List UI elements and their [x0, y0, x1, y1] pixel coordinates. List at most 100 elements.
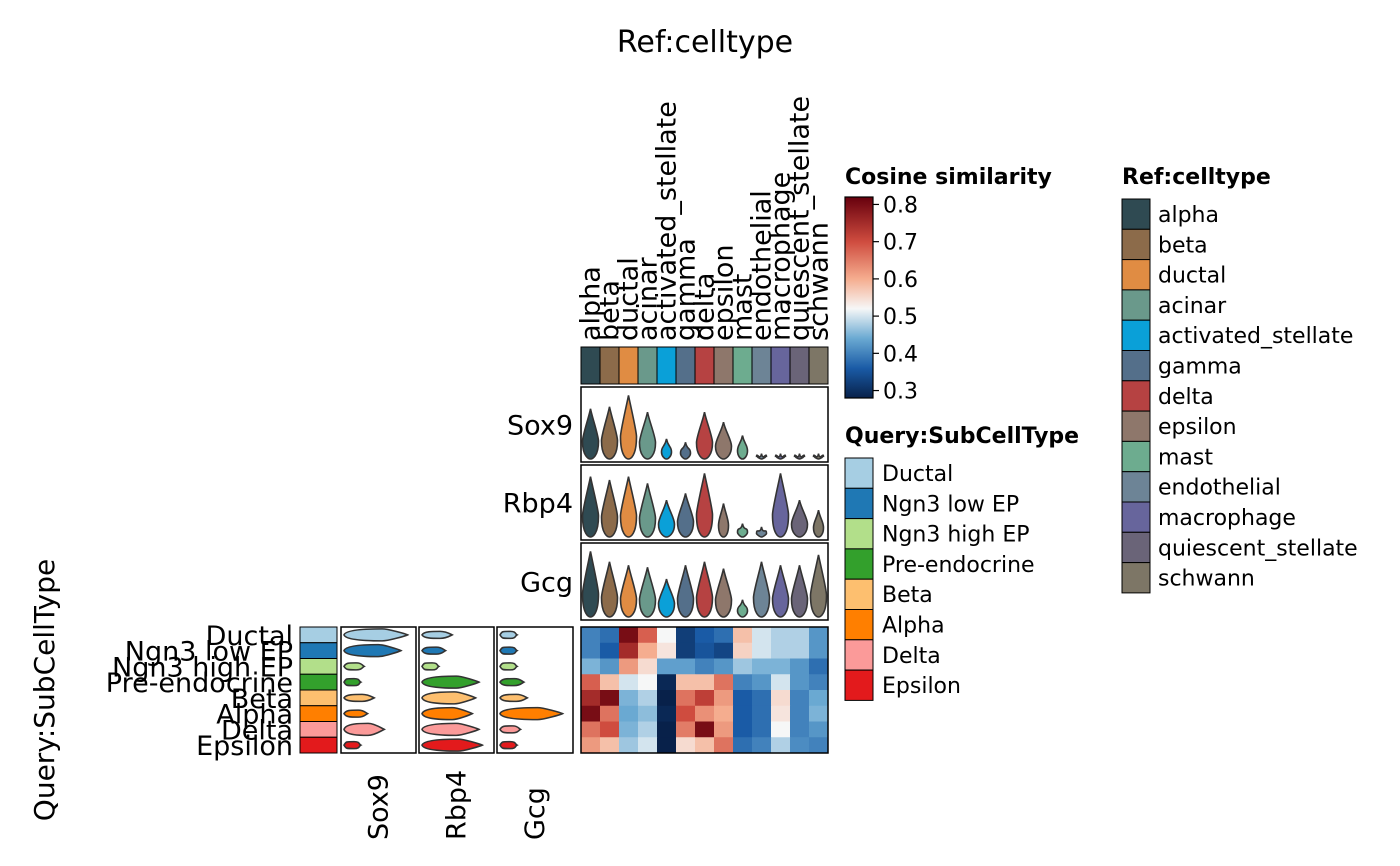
heatmap-cell-pre-endocrine-delta: [695, 674, 715, 691]
heatmap-cell-ngn3-high-ep-endothelial: [752, 658, 772, 675]
query-color-ngn3-low-ep: [299, 642, 338, 659]
heatmap-cell-alpha-endothelial: [752, 705, 772, 722]
ref-color-endothelial: [751, 346, 772, 385]
heatmap-cell-ngn3-low-ep-alpha: [581, 642, 601, 659]
ref-violin-rbp4-epsilon: [717, 503, 730, 538]
ref-legend-label-endothelial: endothelial: [1158, 476, 1281, 501]
query-legend-label-ductal: Ductal: [882, 462, 953, 487]
heatmap-cell-delta-quiescent-stellate: [790, 721, 810, 738]
ref-legend-swatch-ductal: [1121, 259, 1151, 291]
heatmap-cell-ngn3-high-ep-schwann: [809, 658, 829, 675]
heatmap-cell-ductal-quiescent-stellate: [790, 627, 810, 644]
query-violin-rbp4-ngn3-low-ep: [421, 646, 448, 655]
heatmap-cell-delta-acinar: [638, 721, 658, 738]
heatmap-cell-ngn3-high-ep-ductal: [619, 658, 639, 675]
ref-legend-label-acinar: acinar: [1158, 294, 1227, 319]
query-legend-swatch-pre-endocrine: [844, 548, 874, 580]
heatmap-cell-pre-endocrine-activated-stellate: [657, 674, 677, 691]
query-violin-rbp4-pre-endocrine: [421, 675, 481, 689]
ref-color-alpha: [580, 346, 601, 385]
heatmap-cell-pre-endocrine-epsilon: [714, 674, 734, 691]
ref-violin-gcg-schwann: [809, 554, 828, 618]
query-violin-gcg-epsilon: [499, 740, 519, 750]
heatmap-cell-ductal-alpha: [581, 627, 601, 644]
ref-violin-sox9-alpha: [581, 408, 600, 460]
heatmap-cell-ngn3-high-ep-activated-stellate: [657, 658, 677, 675]
cosine-similarity-tick-label-1: 0.4: [883, 342, 918, 367]
ref-violin-rbp4-activated-stellate: [657, 499, 676, 538]
ref-legend-label-macrophage: macrophage: [1158, 506, 1296, 531]
query-label-ngn3-high-ep: Ngn3 high EP: [112, 652, 293, 683]
query-violin-gcg-alpha: [499, 706, 565, 721]
heatmap-cell-ductal-activated-stellate: [657, 627, 677, 644]
ref-violin-rbp4-macrophage: [771, 473, 790, 538]
heatmap-cell-alpha-mast: [733, 705, 753, 722]
ref-violin-rbp4-schwann: [812, 510, 825, 538]
query-label-beta: Beta: [231, 684, 293, 715]
ref-violin-rbp4-gamma: [676, 493, 695, 538]
query-legend-swatch-ductal: [844, 457, 874, 489]
ref-violin-rbp4-delta: [695, 473, 714, 538]
heatmap-cell-ductal-gamma: [676, 627, 696, 644]
ref-feature-label-rbp4: Rbp4: [503, 489, 573, 520]
query-legend-swatch-alpha: [844, 609, 874, 641]
ref-legend-label-quiescent-stellate: quiescent_stellate: [1158, 536, 1358, 561]
ref-violin-gcg-beta: [600, 561, 619, 618]
ref-label-activated-stellate: activated_stellate: [652, 101, 683, 341]
query-label-alpha: Alpha: [216, 700, 293, 731]
ref-violin-rbp4-alpha: [581, 476, 600, 538]
heatmap-cell-delta-mast: [733, 721, 753, 738]
ref-legend-swatch-gamma: [1121, 350, 1151, 382]
heatmap-cell-delta-schwann: [809, 721, 829, 738]
heatmap-cell-delta-delta: [695, 721, 715, 738]
heatmap-cell-epsilon-alpha: [581, 737, 601, 754]
ref-celltype-legend-title: Ref:celltype: [1122, 165, 1271, 190]
heatmap-cell-pre-endocrine-endothelial: [752, 674, 772, 691]
query-violin-gcg-pre-endocrine: [499, 677, 526, 687]
ref-legend-swatch-activated-stellate: [1121, 319, 1151, 352]
heatmap-cell-ngn3-low-ep-delta: [695, 642, 715, 659]
ref-legend-swatch-schwann: [1121, 562, 1151, 594]
query-color-alpha: [299, 705, 338, 722]
heatmap-cell-ngn3-high-ep-macrophage: [771, 658, 791, 675]
ref-label-quiescent-stellate: quiescent_stellate: [785, 96, 816, 341]
heatmap-cell-alpha-beta: [600, 705, 620, 722]
query-subcelltype-legend-title: Query:SubCellType: [845, 424, 1079, 449]
heatmap-cell-beta-gamma: [676, 690, 696, 707]
ref-label-delta: delta: [690, 273, 721, 341]
ref-legend-swatch-acinar: [1121, 289, 1151, 321]
heatmap-cell-ductal-acinar: [638, 627, 658, 644]
heatmap-cell-ductal-delta: [695, 627, 715, 644]
heatmap-cell-epsilon-ductal: [619, 737, 639, 754]
ref-celltype-legend: Ref:celltype alpha beta ductal acinar activa…: [1121, 165, 1358, 594]
heatmap-cell-beta-mast: [733, 690, 753, 707]
ref-violin-gcg-acinar: [638, 567, 657, 618]
heatmap-cell-ductal-endothelial: [752, 627, 772, 644]
ref-color-quiescent-stellate: [789, 346, 810, 385]
ref-label-alpha: alpha: [576, 266, 607, 341]
cosine-similarity-tick-label-3: 0.6: [883, 268, 918, 293]
heatmap-cell-alpha-activated-stellate: [657, 705, 677, 722]
ref-legend-label-activated-stellate: activated_stellate: [1158, 324, 1353, 349]
cosine-similarity-colorbar: [844, 196, 874, 399]
ref-color-ductal: [618, 346, 639, 385]
ref-feature-label-sox9: Sox9: [507, 411, 573, 442]
query-legend-label-ngn3-low-ep: Ngn3 low EP: [882, 492, 1019, 517]
query-legend-label-beta: Beta: [882, 583, 933, 608]
query-legend-swatch-delta: [844, 639, 874, 671]
heatmap-cell-ngn3-low-ep-quiescent-stellate: [790, 642, 810, 659]
ref-violin-gcg-delta: [695, 561, 714, 618]
heatmap-cell-delta-gamma: [676, 721, 696, 738]
ref-legend-swatch-mast: [1121, 440, 1151, 473]
cosine-similarity-legend-title: Cosine similarity: [845, 165, 1052, 190]
heatmap-cell-ngn3-high-ep-mast: [733, 658, 753, 675]
heatmap-cell-beta-quiescent-stellate: [790, 690, 810, 707]
heatmap-cell-pre-endocrine-alpha: [581, 674, 601, 691]
ref-label-mast: mast: [728, 274, 759, 342]
heatmap-cell-pre-endocrine-mast: [733, 674, 753, 691]
heatmap-cell-delta-epsilon: [714, 721, 734, 738]
query-color-beta: [299, 689, 338, 707]
ref-legend-swatch-macrophage: [1121, 501, 1151, 533]
heatmap-cell-delta-alpha: [581, 721, 601, 738]
ref-legend-swatch-quiescent-stellate: [1121, 531, 1151, 564]
